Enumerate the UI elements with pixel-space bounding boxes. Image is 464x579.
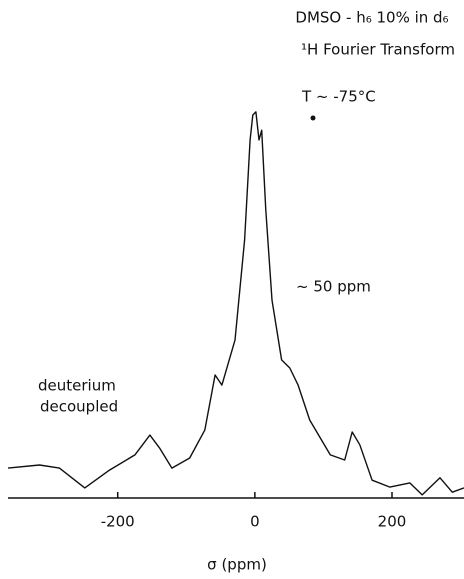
spectrum-line — [7, 111, 464, 496]
marker-dot — [310, 115, 316, 121]
annotation: decoupled — [40, 398, 118, 416]
x-tick-label: 0 — [250, 513, 260, 531]
x-axis-label: σ (ppm) — [207, 556, 267, 574]
x-tick-label: -200 — [101, 513, 135, 531]
x-tick-label: 200 — [378, 513, 407, 531]
annotation: ~ 50 ppm — [296, 278, 371, 296]
annotation: deuterium — [38, 377, 116, 395]
chart-title: ¹H Fourier Transform — [301, 41, 455, 59]
chart-title: DMSO - h₆ 10% in d₆ — [295, 9, 448, 27]
annotation: T ~ -75°C — [301, 88, 376, 106]
